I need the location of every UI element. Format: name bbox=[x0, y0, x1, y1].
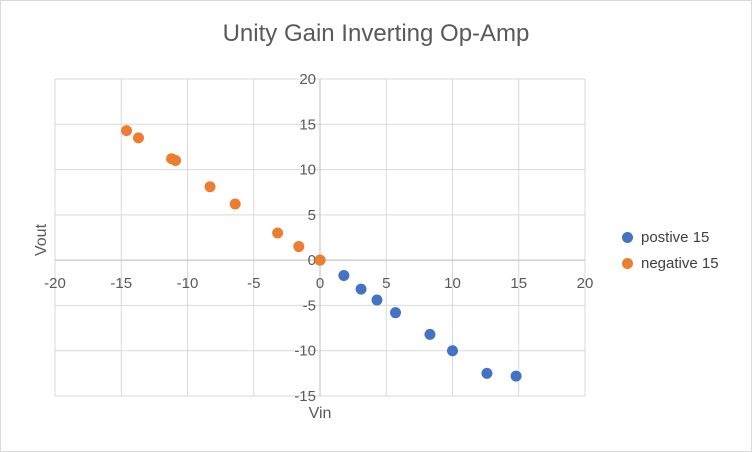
chart-title: Unity Gain Inverting Op-Amp bbox=[222, 20, 530, 47]
y-tick-label: 5 bbox=[308, 207, 316, 224]
data-point bbox=[204, 181, 216, 193]
legend-marker-negative bbox=[622, 257, 633, 269]
data-point bbox=[424, 328, 436, 340]
x-tick-label: -5 bbox=[247, 275, 260, 292]
axes bbox=[55, 79, 585, 396]
y-tick-label: -5 bbox=[303, 297, 316, 314]
data-point bbox=[272, 227, 284, 239]
y-tick-label: 0 bbox=[308, 252, 316, 269]
x-tick-label: -10 bbox=[177, 275, 199, 292]
x-tick-label: -15 bbox=[110, 275, 132, 292]
data-points bbox=[121, 125, 522, 382]
y-tick-label: -10 bbox=[294, 343, 316, 360]
data-point bbox=[314, 254, 326, 266]
data-point bbox=[447, 345, 458, 357]
y-tick-label: 10 bbox=[299, 162, 316, 179]
x-tick-label: 5 bbox=[382, 275, 390, 292]
y-axis-label: Vout bbox=[33, 223, 50, 256]
legend-item-positive: postive 15 bbox=[622, 224, 719, 250]
data-point bbox=[355, 283, 367, 295]
y-tick-label: -15 bbox=[294, 388, 316, 405]
legend-label-negative: negative 15 bbox=[641, 254, 719, 272]
data-point bbox=[121, 125, 133, 137]
legend: postive 15 negative 15 bbox=[622, 224, 719, 276]
x-axis-label: Vin bbox=[309, 405, 332, 422]
x-tick-label: 20 bbox=[577, 275, 594, 292]
data-point bbox=[481, 367, 493, 379]
data-point bbox=[132, 132, 144, 144]
x-tick-label: -20 bbox=[44, 275, 66, 292]
x-tick-label: 0 bbox=[316, 275, 324, 292]
data-point bbox=[510, 370, 522, 382]
data-point bbox=[229, 198, 241, 210]
x-tick-label: 15 bbox=[510, 275, 527, 292]
y-tick-label: 20 bbox=[299, 71, 316, 88]
legend-label-positive: postive 15 bbox=[641, 228, 710, 246]
legend-marker-positive bbox=[622, 231, 633, 243]
legend-item-negative: negative 15 bbox=[622, 250, 719, 276]
data-point bbox=[371, 294, 383, 306]
data-point bbox=[390, 307, 402, 319]
data-point bbox=[293, 241, 305, 253]
data-point bbox=[338, 270, 350, 282]
y-tick-label: 15 bbox=[299, 116, 316, 133]
x-tick-label: 10 bbox=[444, 275, 461, 292]
data-point bbox=[170, 155, 182, 167]
